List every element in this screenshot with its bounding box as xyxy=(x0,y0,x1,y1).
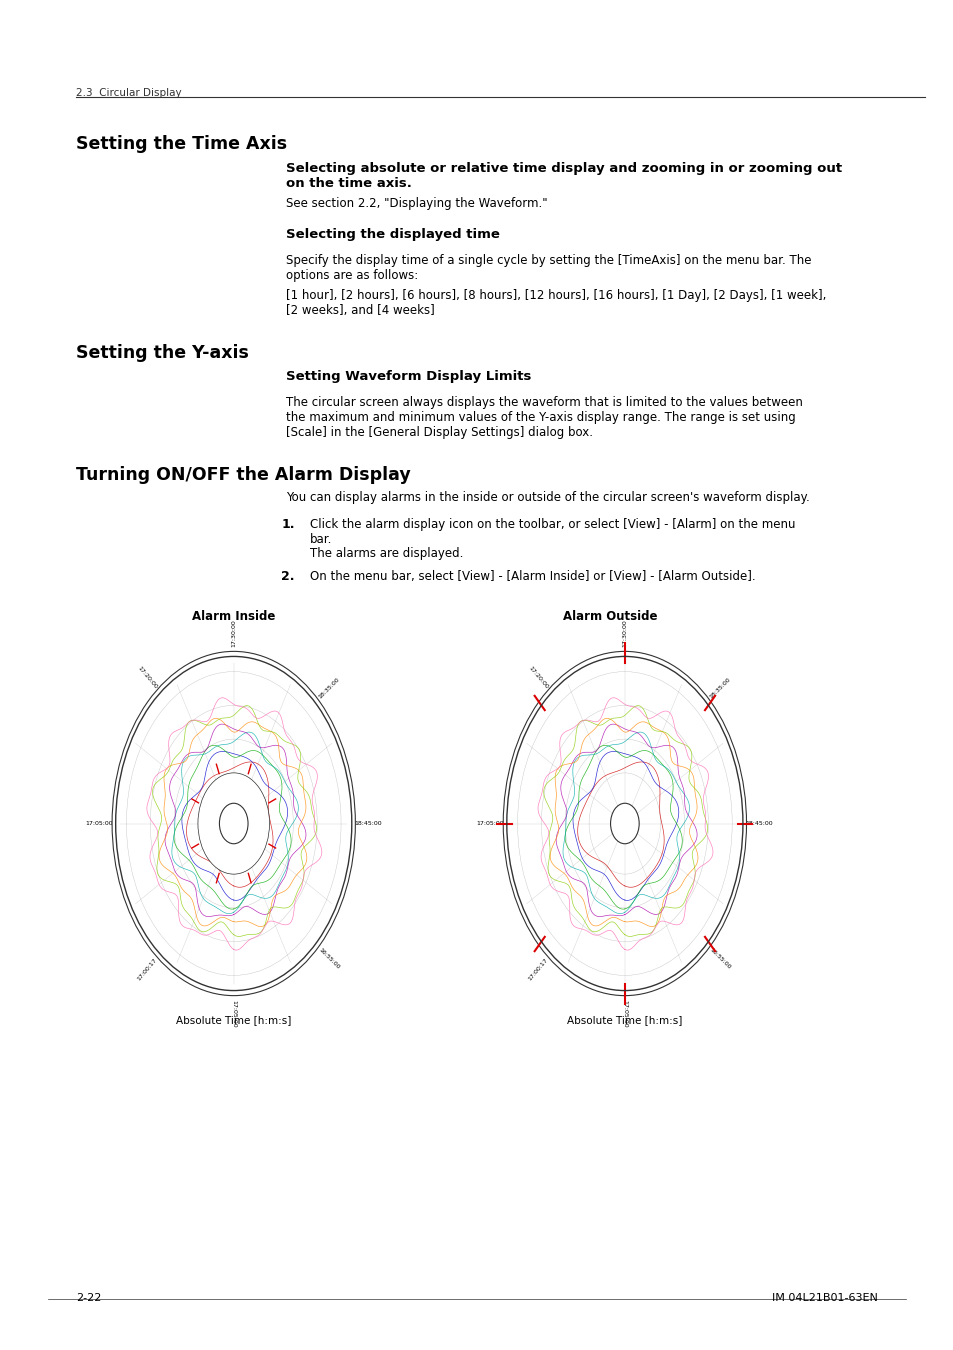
Text: 17:30:00: 17:30:00 xyxy=(621,618,627,647)
Text: Click the alarm display icon on the toolbar, or select [View] - [Alarm] on the m: Click the alarm display icon on the tool… xyxy=(310,518,795,547)
Circle shape xyxy=(219,803,248,844)
Text: Absolute Time [h:m:s]: Absolute Time [h:m:s] xyxy=(567,1015,681,1025)
Text: 17:00:17: 17:00:17 xyxy=(136,957,158,981)
Text: 17:05:00: 17:05:00 xyxy=(85,821,112,826)
Text: 17:20:00: 17:20:00 xyxy=(527,666,549,690)
Text: Absolute Time [h:m:s]: Absolute Time [h:m:s] xyxy=(176,1015,291,1025)
Text: 16:55:00: 16:55:00 xyxy=(708,946,731,969)
Text: 18:45:00: 18:45:00 xyxy=(745,821,773,826)
Text: IM 04L21B01-63EN: IM 04L21B01-63EN xyxy=(771,1293,877,1303)
Text: The alarms are displayed.: The alarms are displayed. xyxy=(310,547,463,560)
Text: See section 2.2, "Displaying the Waveform.": See section 2.2, "Displaying the Wavefor… xyxy=(286,197,547,211)
Text: 16:55:00: 16:55:00 xyxy=(317,946,340,969)
Text: 17:05:00: 17:05:00 xyxy=(476,821,503,826)
Circle shape xyxy=(112,652,355,996)
Text: 17:30:00: 17:30:00 xyxy=(231,618,236,647)
Text: 17:20:00: 17:20:00 xyxy=(136,666,158,690)
Text: Selecting the displayed time: Selecting the displayed time xyxy=(286,228,499,242)
Text: 18:35:00: 18:35:00 xyxy=(317,678,340,701)
Text: [1 hour], [2 hours], [6 hours], [8 hours], [12 hours], [16 hours], [1 Day], [2 D: [1 hour], [2 hours], [6 hours], [8 hours… xyxy=(286,289,825,317)
Text: Turning ON/OFF the Alarm Display: Turning ON/OFF the Alarm Display xyxy=(76,466,411,483)
Text: 17:00:17: 17:00:17 xyxy=(527,957,549,981)
Text: 2-22: 2-22 xyxy=(76,1293,102,1303)
Text: 1.: 1. xyxy=(281,518,294,532)
Text: Setting the Time Axis: Setting the Time Axis xyxy=(76,135,287,153)
Text: On the menu bar, select [View] - [Alarm Inside] or [View] - [Alarm Outside].: On the menu bar, select [View] - [Alarm … xyxy=(310,570,755,583)
Text: Selecting absolute or relative time display and zooming in or zooming out
on the: Selecting absolute or relative time disp… xyxy=(286,162,841,190)
Text: The circular screen always displays the waveform that is limited to the values b: The circular screen always displays the … xyxy=(286,396,802,439)
Circle shape xyxy=(503,652,746,996)
Text: Specify the display time of a single cycle by setting the [TimeAxis] on the menu: Specify the display time of a single cyc… xyxy=(286,254,811,282)
Text: You can display alarms in the inside or outside of the circular screen's wavefor: You can display alarms in the inside or … xyxy=(286,491,809,505)
Circle shape xyxy=(198,772,269,875)
Text: 17:05:00: 17:05:00 xyxy=(231,1000,236,1027)
Text: 18:45:00: 18:45:00 xyxy=(355,821,382,826)
Text: 17:05:00: 17:05:00 xyxy=(621,1000,627,1027)
Text: 2.3  Circular Display: 2.3 Circular Display xyxy=(76,88,182,97)
Text: 18:35:00: 18:35:00 xyxy=(708,678,731,701)
Circle shape xyxy=(610,803,639,844)
Text: Setting the Y-axis: Setting the Y-axis xyxy=(76,344,249,362)
Text: 2.: 2. xyxy=(281,570,294,583)
Text: Alarm Inside: Alarm Inside xyxy=(192,610,275,624)
Text: Alarm Outside: Alarm Outside xyxy=(562,610,658,624)
Text: Setting Waveform Display Limits: Setting Waveform Display Limits xyxy=(286,370,531,383)
